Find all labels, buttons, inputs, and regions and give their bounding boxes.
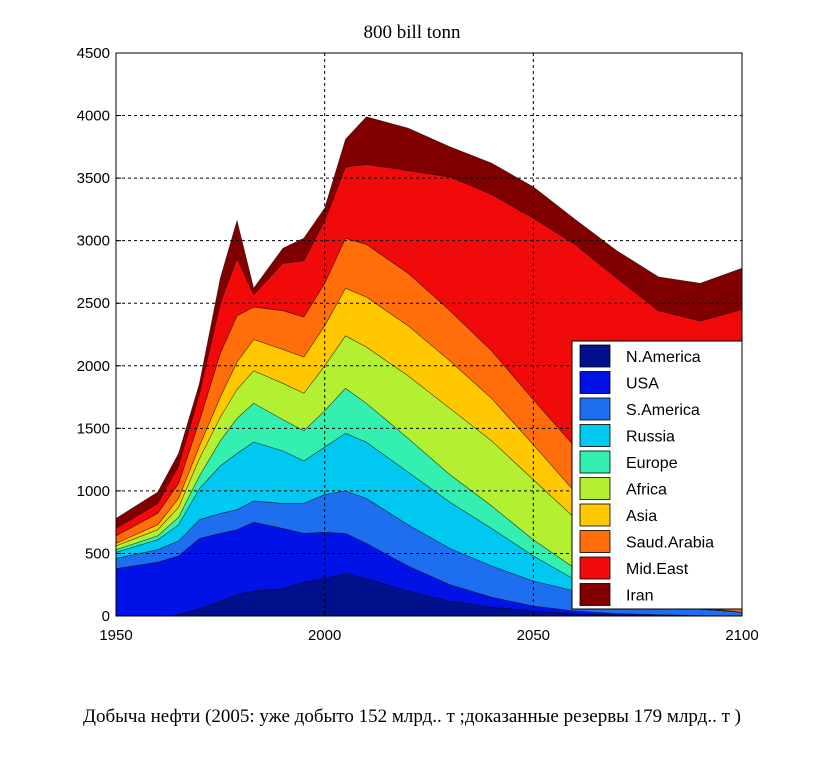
legend-label: Europe (626, 455, 678, 472)
plot-frame (115, 52, 743, 617)
legend-swatch (579, 397, 611, 421)
y-tick-label: 3500 (77, 170, 110, 187)
y-tick-label: 4000 (77, 108, 110, 125)
legend-swatch (579, 371, 611, 394)
y-tick-label: 500 (85, 545, 110, 562)
grid-lines (116, 53, 742, 616)
oil-production-chart: 800 bill tonn 0 500 1000 1500 2000 2500 3000 35… (77, 22, 759, 644)
legend-label: Russia (626, 429, 675, 446)
legend: N.America USA S.America Russia Europe Africa A… (571, 340, 743, 610)
x-axis: 1950 2000 2050 2100 (99, 611, 759, 644)
legend-label: Asia (626, 508, 657, 525)
legend-label: Mid.East (626, 561, 689, 578)
y-tick-label: 2500 (77, 295, 110, 312)
legend-swatch (579, 450, 611, 474)
legend-swatch (579, 344, 611, 368)
legend-swatch (579, 424, 611, 447)
x-tick-label: 2000 (308, 627, 341, 644)
legend-swatch (579, 477, 611, 500)
x-tick-label: 1950 (99, 627, 132, 644)
legend-swatch (579, 503, 611, 527)
legend-swatch (579, 583, 611, 606)
legend-label: Africa (626, 482, 667, 499)
y-tick-label: 4500 (77, 45, 110, 62)
legend-label: S.America (626, 402, 700, 419)
legend-label: N.America (626, 349, 701, 366)
legend-label: USA (626, 376, 659, 393)
y-axis: 0 500 1000 1500 2000 2500 3000 3500 4000 4500 (77, 45, 121, 625)
caption: Добыча нефти (2005: уже добыто 152 млрд.… (83, 706, 741, 727)
y-tick-label: 3000 (77, 233, 110, 250)
x-tick-label: 2050 (517, 627, 550, 644)
chart-title: 800 bill tonn (363, 22, 461, 43)
x-tick-label: 2100 (725, 627, 758, 644)
y-tick-label: 2000 (77, 358, 110, 375)
y-tick-label: 0 (102, 608, 110, 625)
y-tick-label: 1000 (77, 483, 110, 500)
legend-swatch (579, 556, 611, 580)
legend-swatch (579, 530, 611, 553)
legend-label: Saud.Arabia (626, 535, 714, 552)
y-tick-label: 1500 (77, 420, 110, 437)
legend-label: Iran (626, 588, 654, 605)
